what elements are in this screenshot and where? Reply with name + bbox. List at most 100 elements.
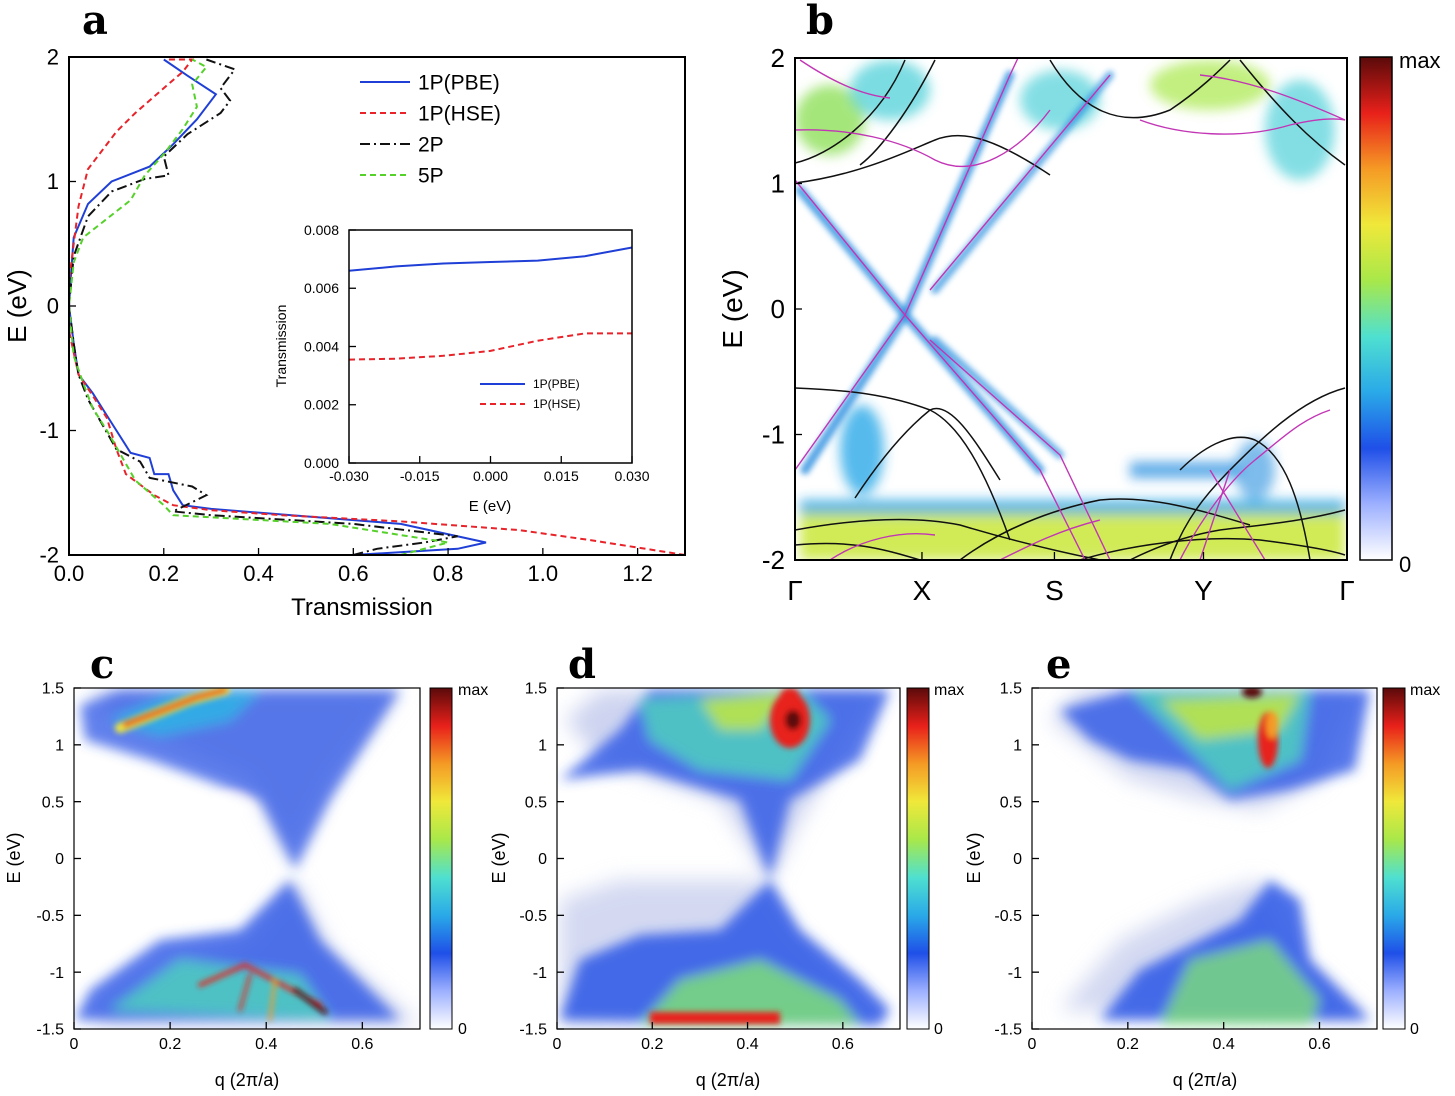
y-tick-label: -0.5 [36, 908, 64, 925]
panel-b-band-structure: -2 -1 0 1 2 Γ X S Y Γ E (eV) max 0 [717, 43, 1441, 606]
y-tick-label: 0 [538, 851, 547, 868]
x-tick-label: 0.6 [338, 561, 369, 586]
legend-label: 5P [418, 164, 444, 187]
colorbar-max-label: max [1399, 48, 1441, 73]
series-1p-hse- [68, 58, 686, 556]
colorbar-min-label: 0 [934, 1021, 943, 1038]
y-tick-label: 0.000 [304, 455, 339, 471]
y-tick-label: 0.5 [1000, 794, 1022, 811]
x-tick-label: 0.2 [641, 1036, 663, 1053]
kpoint: S [1045, 575, 1064, 606]
y-tick-label: 1.5 [42, 681, 64, 698]
y-tick-label: 1 [538, 737, 547, 754]
x-tick-label: 0 [70, 1036, 79, 1053]
x-tick-label: 0.8 [433, 561, 464, 586]
y-tick-label: 1 [55, 737, 64, 754]
panel-e-colorbar: max 0 [1382, 682, 1440, 1038]
x-tick-label: 0 [1028, 1036, 1037, 1053]
x-tick-label: 0.4 [243, 561, 274, 586]
x-tick-label: 0.4 [255, 1036, 277, 1053]
y-tick-label: -1.5 [36, 1022, 64, 1039]
x-tick-label: 0 [553, 1036, 562, 1053]
y-tick-label: -1 [1008, 965, 1022, 982]
y-tick-label: 0.004 [304, 338, 339, 354]
panel-d-spectral: 0 0.2 0.4 0.6 -1.5 -1 -0.5 0 0.5 1 1.5 q (2π/a) E … [489, 681, 964, 1090]
x-tick-label: 0.4 [1213, 1036, 1235, 1053]
x-tick-label: 0.2 [148, 561, 179, 586]
panel-c-spectral: 0 0.2 0.4 0.6 -1.5 -1 -0.5 0 0.5 1 1.5 q (2π/a) E … [4, 681, 488, 1090]
y-tick-label: -1 [39, 418, 59, 443]
panel-e-xlabel: q (2π/a) [1173, 1070, 1237, 1090]
y-tick-label: -1 [533, 965, 547, 982]
legend-label: 1P(PBE) [418, 71, 500, 94]
panel-label-e: e [1046, 641, 1071, 688]
y-tick-label: 0.5 [42, 794, 64, 811]
x-tick-label: 0.4 [736, 1036, 758, 1053]
y-tick-label: -1.5 [994, 1022, 1022, 1039]
colorbar-gradient [906, 687, 930, 1030]
y-tick-label: 1 [771, 169, 785, 199]
panel-d-colorbar: max 0 [906, 682, 964, 1038]
kpoint-start: Γ [787, 575, 802, 606]
y-tick-label: -0.5 [519, 908, 547, 925]
panel-a-ylabel: E (eV) [2, 269, 32, 343]
kpoint: Y [1194, 575, 1213, 606]
x-tick-label: 0.2 [1117, 1036, 1139, 1053]
colorbar-min-label: 0 [1410, 1021, 1419, 1038]
y-tick-label: 1 [47, 169, 59, 194]
colorbar-max-label: max [1410, 682, 1440, 699]
series-2p [67, 58, 458, 556]
y-tick-label: 0 [55, 851, 64, 868]
y-tick-label: -2 [762, 545, 785, 575]
kpoint-end: Γ [1339, 575, 1354, 606]
panel-a-xlabel: Transmission [291, 594, 433, 621]
panel-a-inset: -0.030 -0.015 0.000 0.015 0.030 0.000 0.002 0.… [273, 222, 650, 515]
y-tick-label: -2 [39, 543, 59, 568]
y-tick-label: 0.006 [304, 280, 339, 296]
x-tick-label: 1.0 [528, 561, 559, 586]
y-tick-label: 2 [771, 43, 785, 73]
x-tick-label: 1.2 [622, 561, 653, 586]
y-tick-label: 2 [47, 45, 59, 70]
x-tick-label: -0.030 [329, 468, 369, 484]
panel-c-xlabel: q (2π/a) [215, 1070, 279, 1090]
bands-black [795, 59, 1346, 560]
panel-e-ylabel: E (eV) [964, 832, 984, 883]
x-tick-label: 0.0 [54, 561, 85, 586]
x-tick-label: -0.015 [400, 468, 440, 484]
colorbar-gradient [1382, 687, 1406, 1030]
y-tick-label: 0.5 [525, 794, 547, 811]
x-tick-label: 0.030 [614, 468, 649, 484]
colorbar-max-label: max [934, 682, 964, 699]
y-tick-label: -1.5 [519, 1022, 547, 1039]
series-1p-pbe- [67, 58, 487, 556]
panel-b-colorbar: max 0 [1359, 48, 1441, 577]
colorbar-gradient [1359, 56, 1393, 561]
panel-a-legend: 1P(PBE) 1P(HSE) 2P 5P [360, 71, 501, 187]
colorbar-gradient [429, 687, 453, 1030]
y-tick-label: -0.5 [994, 908, 1022, 925]
panel-a-transmission: 0.0 0.2 0.4 0.6 0.8 1.0 1.2 -2 -1 0 1 2 Transmissi… [2, 45, 686, 621]
x-tick-label: 0.015 [544, 468, 579, 484]
legend-label: 2P [418, 133, 444, 156]
kpoint: X [913, 575, 932, 606]
y-tick-label: -1 [762, 420, 785, 450]
panel-d-xlabel: q (2π/a) [696, 1070, 760, 1090]
bands-magenta [795, 58, 1346, 560]
x-tick-label: 0.6 [351, 1036, 373, 1053]
colorbar-max-label: max [458, 682, 488, 699]
series-5p [67, 58, 449, 556]
panel-b-ylabel: E (eV) [717, 269, 748, 348]
panel-label-d: d [568, 641, 596, 688]
y-tick-label: 1.5 [1000, 681, 1022, 698]
x-tick-label: 0.2 [159, 1036, 181, 1053]
y-tick-label: 1 [1013, 737, 1022, 754]
series-1p-hse- [348, 332, 632, 361]
panel-c-ylabel: E (eV) [4, 832, 24, 883]
panel-e-spectral: 0 0.2 0.4 0.6 -1.5 -1 -0.5 0 0.5 1 1.5 q (2π/a) E … [964, 681, 1440, 1090]
panel-d-ylabel: E (eV) [489, 832, 509, 883]
y-tick-label: 0 [47, 294, 59, 319]
panel-label-c: c [90, 641, 114, 688]
series-1p-pbe- [348, 246, 633, 272]
